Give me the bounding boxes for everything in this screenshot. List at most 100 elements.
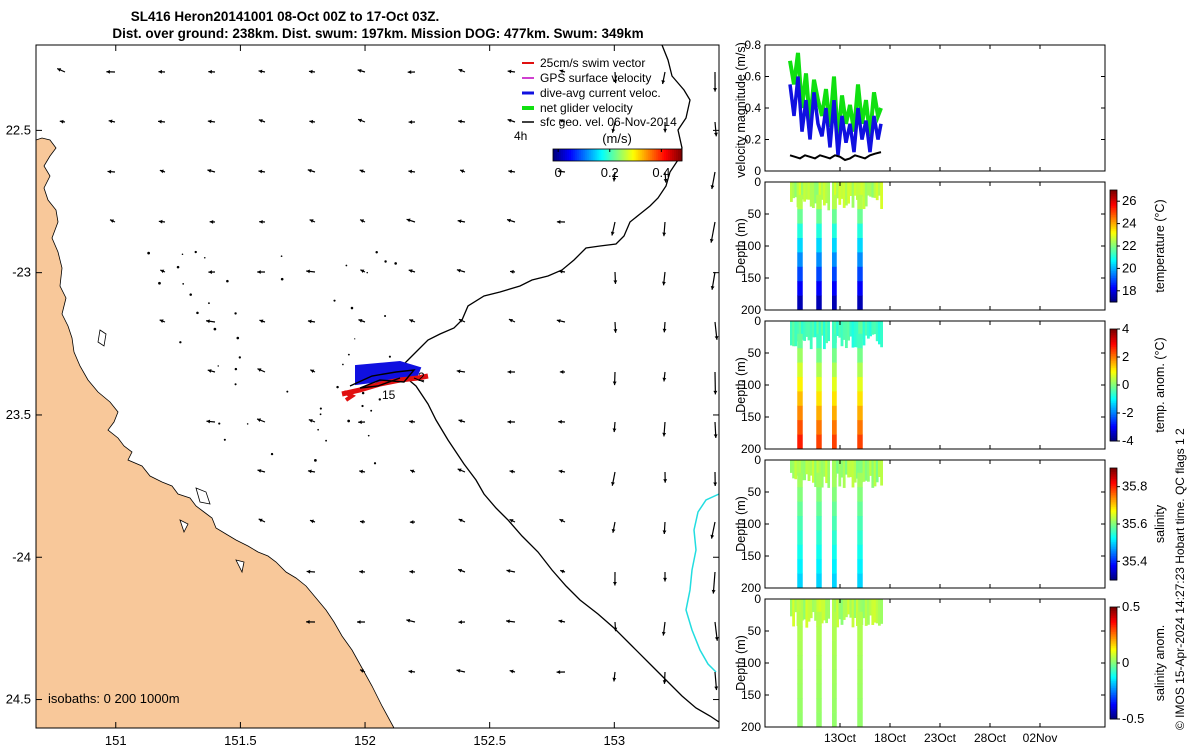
reef-dot [319,413,322,416]
colorbar-cell [1110,214,1117,217]
geo-arrow-head [713,88,717,92]
section-ytick-label: 0 [754,453,761,467]
velocity-ytick-label: 0.6 [744,70,761,84]
reef-dot [236,336,240,340]
section-cast [860,182,864,197]
colorbar-cell [1110,223,1117,226]
section-deep-cast [797,626,803,641]
section-deep-cast [831,712,837,728]
section-cast [823,182,826,206]
colorbar-cell [1110,383,1117,386]
map-colorbar-cell [583,149,586,161]
colorbar-cell [1110,212,1117,215]
colorbar-cell [1110,414,1117,417]
section-cast [840,182,844,199]
colorbar-cell [1110,386,1117,389]
colorbar-cell [1110,564,1117,567]
colorbar-tick-label: 26 [1122,193,1136,208]
map-colorbar-cell [575,149,578,161]
map-colorbar-cell [641,149,645,161]
reef-dot [217,365,219,367]
reef-dot [286,390,289,393]
section-ytick-label: 100 [741,517,761,531]
colorbar-cell [1110,522,1117,525]
section-deep-cast [797,223,803,239]
velocity-series-line [789,151,882,162]
track-label-end: 2 [418,370,425,384]
reef-dot [394,262,397,265]
colorbar-cell [1110,640,1117,643]
section-deep-cast [857,559,863,574]
geo-arrow-head [406,618,411,623]
colorbar-tick-label: -2 [1122,405,1134,420]
map-xtick-label: 152 [354,733,376,748]
map-ytick-label: -23 [12,265,31,280]
section-deep-cast [857,420,863,435]
reef-dot [203,256,206,259]
section-ytick-label: 200 [741,303,761,317]
colorbar-cell [1110,288,1117,291]
geo-arrow-head [507,69,512,74]
geo-arrow-head [258,518,263,523]
isobath-contour [399,44,720,723]
geo-arrow-head [713,482,718,487]
geo-arrow-head [612,381,617,386]
section-deep-cast [816,530,822,546]
section-cast [858,321,861,342]
colorbar-cell [1110,608,1117,611]
map-ytick-label: 22.5 [6,122,31,137]
colorbar-cell [1110,518,1117,521]
section-deep-cast [857,362,863,378]
section-deep-cast [797,655,803,670]
map-colorbar-cell [609,149,612,161]
section-ytick-label: 100 [741,656,761,670]
section-cast [790,599,793,617]
colorbar-tick-label: 18 [1122,283,1136,298]
colorbar-cell [1110,713,1117,716]
colorbar-tick-label: 4 [1122,321,1129,336]
section-cast [869,599,872,616]
section-cast [838,321,842,338]
geo-arrow-head [714,132,718,137]
section-deep-cast [797,333,803,349]
map-xtick-label: 151.5 [224,733,257,748]
section-cast [849,599,853,618]
colorbar-cell [1110,689,1117,692]
colorbar-cell [1110,654,1117,657]
colorbar-cell [1110,360,1117,363]
section-deep-cast [816,420,822,435]
section-ytick-label: 50 [748,207,762,221]
section-cast [842,182,846,208]
date-tick-label: 18Oct [874,731,907,745]
colorbar-cell [1110,699,1117,702]
colorbar-cell [1110,515,1117,518]
colorbar-cell [1110,692,1117,695]
reef-dot [342,363,344,366]
section-cast [818,599,822,615]
section-deep-cast [797,472,803,488]
section-cast [801,182,804,200]
geo-arrow-head [357,69,362,73]
geo-arrow-head [159,169,164,174]
map-colorbar [553,149,683,161]
colorbar-cell [1110,624,1117,627]
colorbar-cell [1110,416,1117,419]
section-cast [858,182,861,201]
section-deep-cast [816,333,822,349]
colorbar-cell [1110,476,1117,479]
section-deep-cast [797,209,803,224]
section-cast [792,321,795,347]
map-panel: 15 2 25cm/s swim vector GPS surface velo… [6,44,720,748]
geo-arrow-head [208,270,212,274]
colorbar-cell [1110,193,1117,196]
colorbar-cell [1110,541,1117,544]
geo-arrow-head [713,390,718,395]
geo-arrow-head [458,568,463,573]
colorbar-cell [1110,239,1117,242]
colorbar-cell [1110,298,1117,301]
colorbar-cell [1110,339,1117,342]
date-axis: 13Oct 18Oct 23Oct 28Oct 02Nov [824,731,1057,745]
section-deep-cast [816,698,822,713]
colorbar-cell [1110,434,1117,437]
